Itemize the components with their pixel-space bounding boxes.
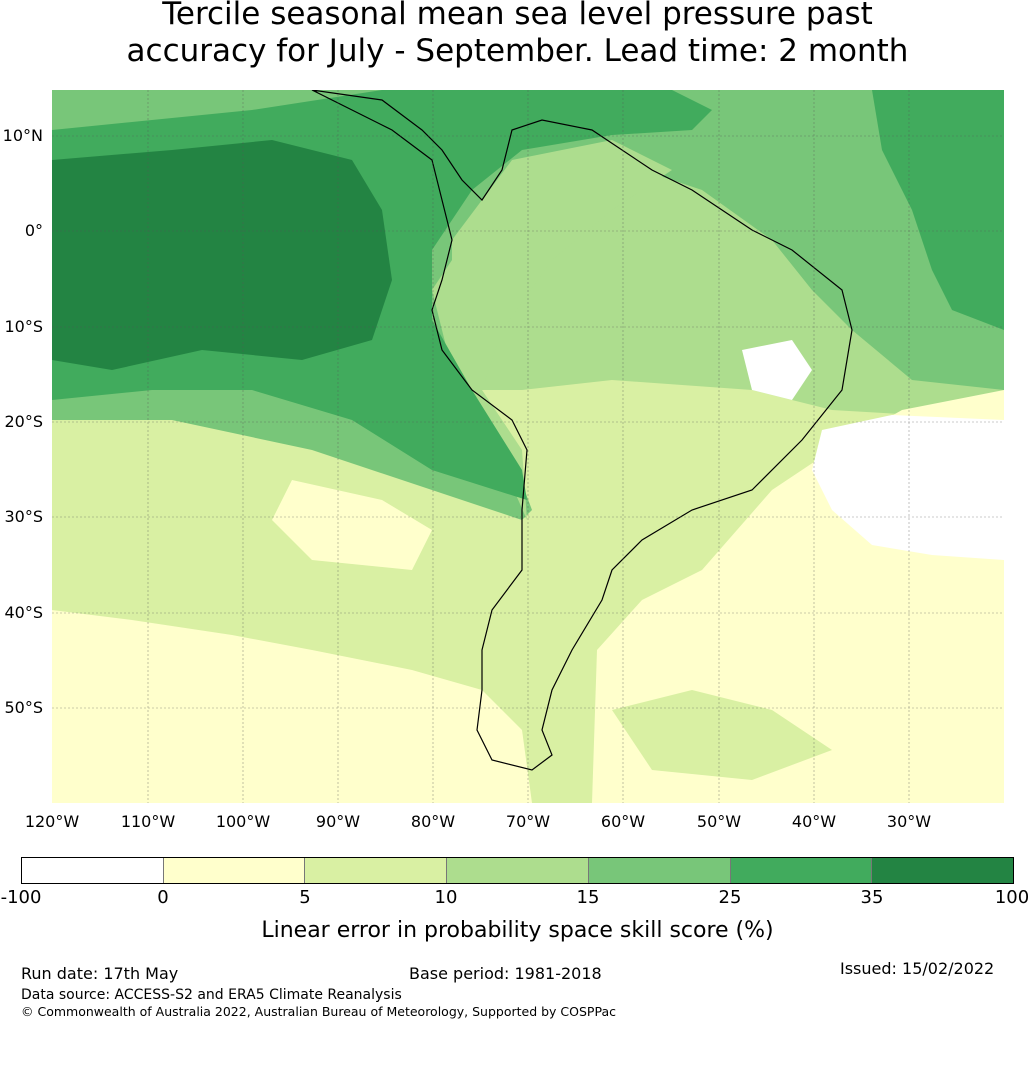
band-0-5-pacific-patch: [272, 480, 432, 570]
map-title: Tercile seasonal mean sea level pressure…: [0, 0, 1035, 70]
copyright-notice: © Commonwealth of Australia 2022, Austra…: [21, 1004, 616, 1019]
issued-date: Issued: 15/02/2022: [840, 959, 995, 978]
lon-label: 30°W: [886, 812, 932, 831]
colorbar-segment: [305, 858, 448, 883]
lat-label: 0°: [24, 221, 43, 240]
lat-label: 10°S: [4, 317, 43, 336]
band-35-100-pacific: [52, 140, 392, 370]
lon-label: 80°W: [410, 812, 456, 831]
map-title-line-1: Tercile seasonal mean sea level pressure…: [162, 0, 873, 32]
colorbar-label: Linear error in probability space skill …: [261, 918, 774, 943]
colorbar-segment: [447, 858, 589, 883]
skill-score-map[interactable]: [52, 90, 1004, 803]
band-5-10-atlantic-patch: [612, 690, 832, 780]
colorbar-tick: 100: [994, 887, 1030, 908]
lon-label: 120°W: [24, 812, 80, 831]
graticule: [52, 90, 1004, 803]
map-title-line-2: accuracy for July - September. Lead time…: [126, 33, 909, 69]
colorbar-tick: 5: [299, 887, 311, 908]
band-25-35-atlantic: [872, 90, 1004, 330]
colorbar-tick: 15: [576, 887, 600, 908]
colorbar-tick: 10: [434, 887, 458, 908]
band-negative-brazil: [742, 340, 812, 400]
lon-label: 100°W: [215, 812, 271, 831]
colorbar-segment: [872, 858, 1014, 883]
lon-label: 90°W: [315, 812, 361, 831]
lat-label: 30°S: [4, 507, 43, 526]
lon-label: 50°W: [696, 812, 742, 831]
colorbar-segment: [588, 858, 731, 883]
coastline-south-america: [311, 90, 853, 771]
band-negative-atlantic: [812, 415, 1004, 560]
lat-label: 50°S: [4, 698, 43, 717]
colorbar-segment: [730, 858, 873, 883]
colorbar-tick: -100: [0, 887, 42, 908]
lon-label: 60°W: [600, 812, 646, 831]
colorbar-tick: 25: [718, 887, 742, 908]
lon-label: 110°W: [120, 812, 176, 831]
lat-label: 10°N: [2, 126, 43, 145]
colorbar-segment: [22, 858, 164, 883]
lon-label: 70°W: [505, 812, 551, 831]
base-period: Base period: 1981-2018: [409, 964, 602, 983]
data-source: Data source: ACCESS-S2 and ERA5 Climate …: [21, 987, 402, 1003]
lat-label: 40°S: [4, 603, 43, 622]
colorbar-segment: [163, 858, 306, 883]
band-0-5-southwest: [52, 610, 532, 803]
colorbar-tick: 35: [860, 887, 884, 908]
lat-label: 20°S: [4, 412, 43, 431]
run-date: Run date: 17th May: [21, 964, 179, 983]
colorbar: [21, 857, 1014, 884]
lon-label: 40°W: [791, 812, 837, 831]
skill-score-map-svg: [52, 90, 1004, 803]
colorbar-tick: 0: [157, 887, 169, 908]
band-10-15-interior: [452, 140, 672, 520]
